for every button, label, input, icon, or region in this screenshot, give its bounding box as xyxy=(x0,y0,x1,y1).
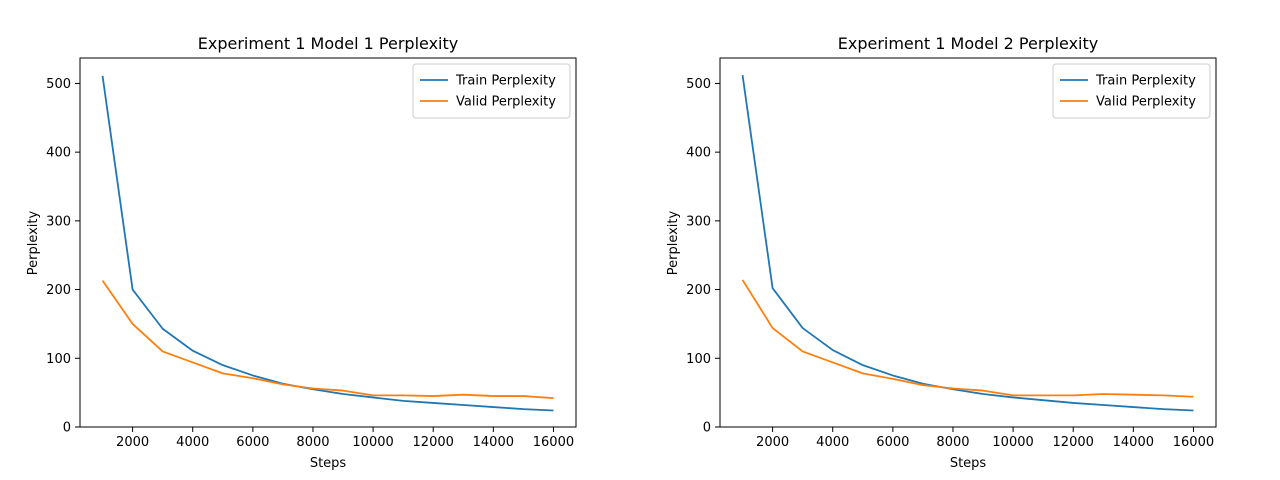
chart-1-x-tick-label: 16000 xyxy=(533,435,574,450)
chart-2-legend-label: Valid Perplexity xyxy=(1096,95,1196,110)
chart-1-legend-label: Train Perplexity xyxy=(455,74,556,89)
chart-2-x-tick-label: 2000 xyxy=(756,435,789,450)
chart-1-x-tick-label: 6000 xyxy=(236,435,269,450)
chart-2-x-tick-label: 4000 xyxy=(816,435,849,450)
chart-2-y-tick-label: 100 xyxy=(686,352,711,367)
chart-2-y-axis-label: Perplexity xyxy=(666,210,681,275)
chart-1-y-tick-label: 400 xyxy=(46,146,71,161)
chart-2-legend: Train Perplexity Valid Perplexity xyxy=(1052,63,1211,119)
chart-2-x-axis-label: Steps xyxy=(950,456,987,471)
chart-2: Experiment 1 Model 2 Perplexity Steps Pe… xyxy=(666,34,1217,471)
chart-1-x-axis-label: Steps xyxy=(310,456,347,471)
chart-2-legend-box xyxy=(1052,63,1211,119)
chart-2-x-tick-label: 16000 xyxy=(1173,435,1214,450)
chart-1-legend: Train Perplexity Valid Perplexity xyxy=(412,63,571,119)
chart-2-legend-label: Train Perplexity xyxy=(1095,74,1196,89)
chart-2-plot-frame xyxy=(719,57,1217,428)
chart-1-title: Experiment 1 Model 1 Perplexity xyxy=(198,34,459,53)
chart-2-y-tick-label: 0 xyxy=(703,421,711,436)
chart-2-y-tick-label: 200 xyxy=(686,283,711,298)
chart-1-x-tick-label: 4000 xyxy=(176,435,209,450)
chart-1-legend-label: Valid Perplexity xyxy=(456,95,556,110)
chart-2-x-tick-label: 14000 xyxy=(1113,435,1154,450)
chart-1-x-tick-label: 12000 xyxy=(413,435,454,450)
chart-1-x-tick-label: 14000 xyxy=(473,435,514,450)
chart-1-x-tick-label: 10000 xyxy=(352,435,393,450)
chart-2-x-tick-label: 10000 xyxy=(992,435,1033,450)
chart-1-y-tick-label: 200 xyxy=(46,283,71,298)
chart-2-y-tick-label: 400 xyxy=(686,146,711,161)
chart-1-x-tick-label: 8000 xyxy=(296,435,329,450)
chart-2-title: Experiment 1 Model 2 Perplexity xyxy=(838,34,1099,53)
chart-1-series-line-valid xyxy=(101,280,554,400)
chart-2-series-line-valid xyxy=(741,279,1194,398)
chart-1-y-tick-label: 500 xyxy=(46,77,71,92)
chart-2-series-line-train xyxy=(741,75,1194,412)
chart-2-x-tick-label: 6000 xyxy=(876,435,909,450)
chart-2-y-tick-label: 300 xyxy=(686,214,711,229)
chart-2-x-tick-label: 8000 xyxy=(936,435,969,450)
chart-1-x-tick-label: 2000 xyxy=(116,435,149,450)
chart-1-legend-box xyxy=(412,63,571,119)
chart-2-y-tick-label: 500 xyxy=(686,77,711,92)
chart-1-y-tick-label: 0 xyxy=(63,421,71,436)
chart-1-series-line-train xyxy=(101,75,554,412)
chart-1-y-axis-label: Perplexity xyxy=(26,210,41,275)
chart-1-y-tick-label: 300 xyxy=(46,214,71,229)
chart-1: Experiment 1 Model 1 Perplexity Steps Pe… xyxy=(26,34,577,471)
chart-2-x-tick-label: 12000 xyxy=(1053,435,1094,450)
chart-1-plot-frame xyxy=(79,57,577,428)
chart-1-y-tick-label: 100 xyxy=(46,352,71,367)
